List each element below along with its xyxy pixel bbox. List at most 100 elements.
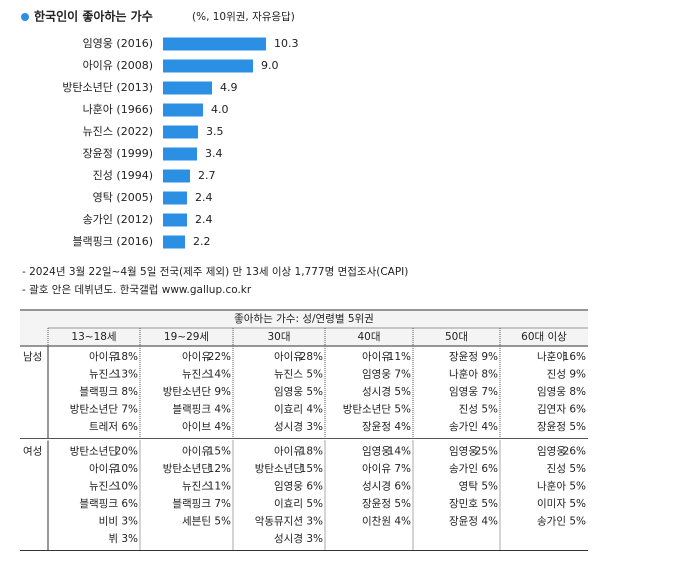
cell-percent: 14% [208, 368, 231, 380]
category-label: 임영웅 (2016) [83, 37, 153, 50]
cell-percent: 12% [208, 463, 231, 475]
cell-name: 이미자 [537, 498, 566, 510]
category-label: 방탄소년단 (2013) [62, 81, 153, 94]
cell-name: 장윤정 [362, 498, 391, 510]
cell-percent: 5% [481, 403, 498, 415]
cell-name: 송가인 [537, 515, 566, 527]
cell-percent: 5% [569, 480, 586, 492]
cell-name: 뉴진스 [182, 480, 211, 492]
cell-percent: 5% [394, 403, 411, 415]
cell-name: 아이유 [89, 463, 118, 475]
cell-percent: 5% [481, 498, 498, 510]
bar [163, 59, 253, 73]
cell-name: 아이유 [182, 351, 211, 363]
cell-name: 성시경 [362, 479, 391, 492]
cell-name: 성시경 [274, 420, 303, 433]
cell-percent: 4% [306, 403, 323, 415]
bar [163, 103, 203, 117]
cell-name: 장윤정 [537, 421, 566, 433]
cell-percent: 5% [481, 480, 498, 492]
cell-percent: 13% [115, 368, 138, 380]
cell-percent: 9% [569, 368, 586, 380]
category-label: 블랙핑크 (2016) [72, 235, 153, 248]
cell-percent: 4% [214, 403, 231, 415]
cell-percent: 7% [214, 498, 231, 510]
note: - 2024년 3월 22일~4월 5일 전국(제주 제외) 만 13세 이상 … [22, 265, 408, 278]
cell-percent: 9% [214, 386, 231, 398]
value-label: 3.5 [206, 125, 224, 138]
cell-percent: 10% [115, 480, 138, 492]
cell-percent: 26% [563, 445, 586, 457]
cell-name: 임영웅 [274, 479, 303, 492]
cell-percent: 5% [214, 515, 231, 527]
category-label: 영탁 (2005) [93, 191, 153, 204]
cell-name: 이효리 [274, 403, 303, 415]
bar [163, 125, 198, 139]
cell-name: 나훈아 [449, 367, 478, 380]
cell-percent: 6% [121, 498, 138, 510]
cell-name: 나훈아 [537, 479, 566, 492]
cell-percent: 8% [481, 368, 498, 380]
column-header: 30대 [267, 331, 290, 343]
cell-name: 임영웅 [362, 444, 391, 457]
cell-name: 송가인 [449, 463, 478, 475]
cell-name: 성시경 [274, 532, 303, 545]
cell-name: 장윤정 [362, 421, 391, 433]
cell-percent: 5% [394, 498, 411, 510]
category-label: 아이유 (2008) [83, 59, 153, 72]
cell-percent: 4% [214, 421, 231, 433]
cell-percent: 6% [569, 403, 586, 415]
bar [163, 191, 187, 205]
cell-name: 아이유 [362, 351, 391, 363]
column-header: 60대 이상 [521, 331, 567, 343]
column-header: 40대 [357, 331, 380, 343]
cell-percent: 14% [388, 445, 411, 457]
category-label: 뉴진스 (2022) [83, 125, 153, 138]
bar [163, 213, 187, 227]
cell-percent: 18% [115, 351, 138, 363]
cell-name: 아이브 [182, 421, 211, 433]
cell-percent: 15% [300, 463, 323, 475]
cell-percent: 5% [569, 515, 586, 527]
table-title: 좋아하는 가수: 성/연령별 5위권 [234, 312, 374, 325]
cell-percent: 3% [306, 421, 323, 433]
column-header: 50대 [445, 331, 468, 343]
cell-name: 임영웅 [449, 385, 478, 398]
cell-name: 성시경 [362, 385, 391, 398]
column-header: 13~18세 [71, 331, 116, 343]
cell-percent: 7% [394, 368, 411, 380]
cell-percent: 18% [300, 445, 323, 457]
cell-percent: 4% [394, 421, 411, 433]
cell-name: 아이유 [89, 351, 118, 363]
cell-name: 방탄소년단 [163, 463, 212, 475]
cell-percent: 22% [208, 351, 231, 363]
value-label: 9.0 [261, 59, 279, 72]
cell-name: 이효리 [274, 498, 303, 510]
bar [163, 81, 212, 95]
cell-percent: 3% [306, 533, 323, 545]
cell-name: 아이유 [182, 445, 211, 457]
value-label: 4.0 [211, 103, 229, 116]
cell-percent: 5% [569, 463, 586, 475]
category-label: 송가인 (2012) [83, 213, 153, 226]
cell-name: 임영웅 [362, 367, 391, 380]
cell-percent: 5% [306, 368, 323, 380]
cell-name: 블랙핑크 [172, 403, 211, 415]
cell-name: 장민호 [449, 498, 478, 510]
cell-percent: 5% [306, 386, 323, 398]
value-label: 10.3 [274, 37, 299, 50]
cell-percent: 5% [569, 421, 586, 433]
cell-percent: 4% [394, 515, 411, 527]
cell-percent: 15% [208, 445, 231, 457]
row-group-label: 남성 [23, 351, 42, 363]
cell-percent: 25% [475, 445, 498, 457]
cell-name: 뉴진스 [274, 368, 303, 380]
cell-name: 악동뮤지션 [255, 515, 303, 527]
cell-name: 김연자 [537, 403, 566, 415]
cell-percent: 3% [306, 515, 323, 527]
cell-percent: 5% [306, 498, 323, 510]
bar [163, 147, 197, 161]
cell-name: 블랙핑크 [172, 498, 211, 510]
cell-percent: 7% [394, 463, 411, 475]
bar [163, 37, 266, 51]
